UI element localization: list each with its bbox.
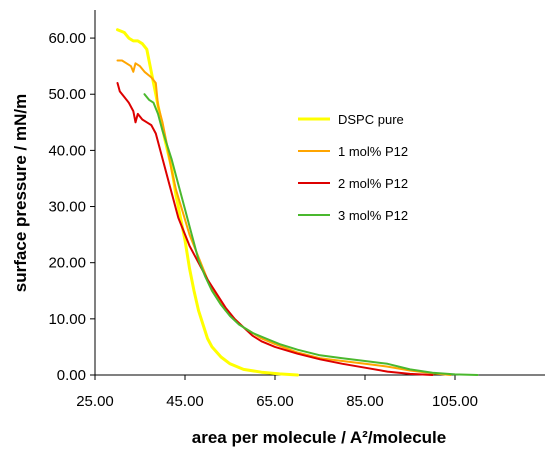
x-axis-title: area per molecule / A²/molecule xyxy=(192,428,446,447)
x-tick-label: 105.00 xyxy=(432,393,478,410)
y-tick-label: 10.00 xyxy=(48,311,86,328)
series-line-3 xyxy=(116,82,434,376)
x-tick-label: 45.00 xyxy=(166,393,204,410)
legend-label-2: 1 mol% P12 xyxy=(338,144,408,159)
series-layer xyxy=(116,28,479,377)
y-tick-label: 40.00 xyxy=(48,142,86,159)
legend-label-1: DSPC pure xyxy=(338,112,404,127)
legend: DSPC pure 1 mol% P12 2 mol% P12 3 mol% P12 xyxy=(298,112,408,223)
y-tick-label: 0.00 xyxy=(57,367,86,384)
series-line-1 xyxy=(116,28,299,377)
y-tick-label: 50.00 xyxy=(48,86,86,103)
x-tick-label: 85.00 xyxy=(346,393,384,410)
legend-label-4: 3 mol% P12 xyxy=(338,208,408,223)
x-tick-label: 65.00 xyxy=(256,393,294,410)
series-line-4 xyxy=(143,93,479,376)
legend-label-3: 2 mol% P12 xyxy=(338,176,408,191)
y-axis-title: surface pressure / mN/m xyxy=(11,94,30,292)
x-tick-label: 25.00 xyxy=(76,393,114,410)
axes-layer: 0.00 10.00 20.00 30.00 40.00 50.00 60.00 25.00 4… xyxy=(48,10,545,410)
y-tick-label: 20.00 xyxy=(48,255,86,272)
y-tick-label: 60.00 xyxy=(48,30,86,47)
y-tick-label: 30.00 xyxy=(48,199,86,216)
